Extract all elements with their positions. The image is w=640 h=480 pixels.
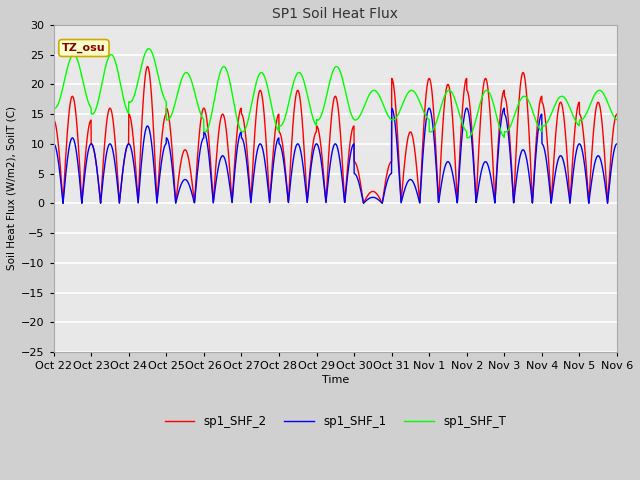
sp1_SHF_2: [541, 117, 549, 122]
sp1_SHF_2: [266, 196, 274, 202]
sp1_SHF_2: [148, 93, 156, 98]
sp1_SHF_T: [145, 46, 152, 51]
sp1_SHF_T: [291, 77, 298, 83]
sp1_SHF_1: [114, 186, 122, 192]
sp1_SHF_2: [604, 200, 611, 206]
Legend: sp1_SHF_2, sp1_SHF_1, sp1_SHF_T: sp1_SHF_2, sp1_SHF_1, sp1_SHF_T: [160, 410, 511, 432]
sp1_SHF_1: [266, 200, 273, 205]
sp1_SHF_T: [464, 135, 472, 141]
sp1_SHF_T: [114, 69, 122, 74]
sp1_SHF_T: [602, 96, 610, 102]
sp1_SHF_1: [147, 138, 155, 144]
sp1_SHF_2: [144, 64, 152, 70]
sp1_SHF_1: [604, 200, 611, 206]
sp1_SHF_2: [291, 106, 298, 112]
sp1_SHF_1: [290, 152, 298, 157]
sp1_SHF_T: [266, 95, 274, 100]
sp1_SHF_T: [148, 48, 156, 54]
X-axis label: Time: Time: [322, 375, 349, 385]
Y-axis label: Soil Heat Flux (W/m2), SoilT (C): Soil Heat Flux (W/m2), SoilT (C): [7, 107, 17, 270]
Text: TZ_osu: TZ_osu: [62, 43, 106, 53]
sp1_SHF_1: [500, 105, 508, 111]
sp1_SHF_2: [602, 175, 610, 181]
sp1_SHF_1: [541, 151, 549, 157]
sp1_SHF_1: [613, 141, 621, 147]
Line: sp1_SHF_1: sp1_SHF_1: [54, 108, 617, 203]
sp1_SHF_1: [50, 141, 58, 147]
sp1_SHF_2: [613, 111, 621, 117]
Title: SP1 Soil Heat Flux: SP1 Soil Heat Flux: [272, 7, 398, 21]
sp1_SHF_T: [541, 122, 549, 128]
sp1_SHF_T: [613, 117, 621, 122]
sp1_SHF_2: [50, 117, 58, 123]
sp1_SHF_2: [114, 177, 122, 183]
Line: sp1_SHF_2: sp1_SHF_2: [54, 67, 617, 203]
sp1_SHF_1: [602, 189, 610, 194]
Line: sp1_SHF_T: sp1_SHF_T: [54, 48, 617, 138]
sp1_SHF_T: [50, 105, 58, 110]
